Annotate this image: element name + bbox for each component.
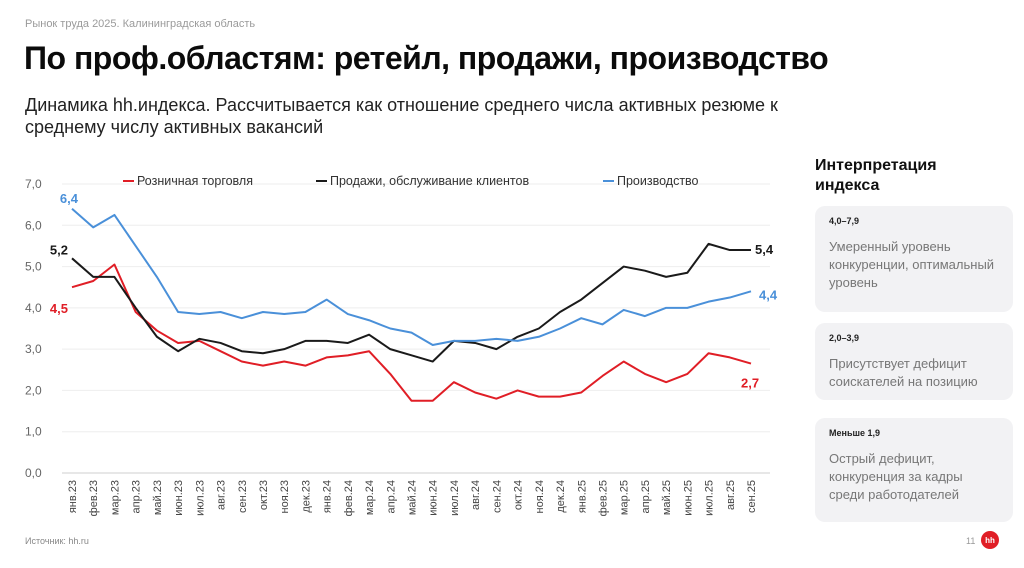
x-tick-label: янв.23 (67, 480, 79, 513)
interpretation-card: 2,0–3,9 Присутствует дефицит соискателей… (815, 323, 1013, 400)
x-tick-label: фев.23 (88, 480, 100, 516)
x-tick-label: сен.23 (237, 480, 249, 513)
x-tick-label: июн.23 (173, 480, 185, 516)
y-tick-label: 0,0 (25, 466, 42, 480)
line-chart: 0,0 1,0 2,0 3,0 4,0 5,0 6,0 7,0 янв.23 фев.23 мар.… (25, 177, 778, 516)
x-tick-label: сен.24 (491, 480, 503, 513)
legend-item-production: Производство (603, 174, 699, 188)
legend-item-sales: Продажи, обслуживание клиентов (316, 174, 529, 188)
card-text: Острый дефицит, конкуренция за кадры сре… (829, 451, 963, 502)
interpretation-title: Интерпретация индекса (815, 157, 937, 194)
x-tick-label: мар.23 (109, 480, 121, 515)
y-tick-label: 3,0 (25, 342, 42, 356)
x-tick-label: апр.25 (640, 480, 652, 513)
x-tick-label: авг.23 (216, 480, 228, 510)
x-tick-label: июн.24 (428, 480, 440, 516)
x-tick-label: апр.23 (131, 480, 143, 513)
legend-swatch (123, 179, 134, 183)
y-tick-label: 1,0 (25, 425, 42, 439)
x-tick-label: июн.25 (682, 480, 694, 516)
page-subtitle: Динамика hh.индекса. Рассчитывается как … (25, 95, 778, 137)
y-tick-label: 6,0 (25, 218, 42, 232)
legend-label: Производство (617, 174, 699, 188)
x-tick-label: мар.25 (619, 480, 631, 515)
series-line-1 (71, 242, 751, 363)
legend-swatch (603, 179, 614, 183)
start-value-label: 6,4 (60, 191, 79, 206)
end-value-label: 4,4 (759, 287, 778, 302)
x-tick-label: авг.25 (725, 480, 737, 510)
x-tick-label: мар.24 (364, 480, 376, 515)
x-tick-label: апр.24 (385, 480, 397, 513)
x-tick-label: июл.24 (449, 480, 461, 516)
end-value-label: 5,4 (755, 242, 774, 257)
card-range: 2,0–3,9 (829, 333, 860, 343)
start-value-label: 5,2 (50, 242, 68, 257)
x-tick-label: авг.24 (470, 480, 482, 510)
source-note: Источник: hh.ru (25, 536, 89, 546)
x-tick-label: фев.25 (597, 480, 609, 516)
series-line-2 (71, 208, 752, 347)
legend-swatch (316, 179, 327, 183)
y-tick-label: 7,0 (25, 177, 42, 191)
y-tick-label: 4,0 (25, 301, 42, 315)
x-tick-label: фев.24 (343, 480, 355, 516)
x-tick-label: сен.25 (746, 480, 758, 513)
card-text: Умеренный уровень конкуренции, оптимальн… (829, 239, 995, 290)
card-range: 4,0–7,9 (829, 216, 860, 226)
legend-item-retail: Розничная торговля (123, 174, 253, 188)
page-number: 11 (966, 536, 976, 546)
x-tick-label: окт.24 (513, 480, 525, 510)
x-tick-label: янв.25 (576, 480, 588, 513)
end-value-label: 2,7 (741, 376, 759, 391)
page-title: По проф.областям: ретейл, продажи, произ… (24, 40, 829, 76)
card-range: Меньше 1,9 (829, 428, 880, 438)
interpretation-card: 4,0–7,9 Умеренный уровень конкуренции, о… (815, 206, 1013, 312)
x-tick-label: дек.23 (300, 480, 312, 513)
legend-label: Розничная торговля (137, 174, 253, 188)
x-tick-label: ноя.24 (534, 480, 546, 513)
x-tick-label: ноя.23 (279, 480, 291, 513)
y-tick-label: 2,0 (25, 383, 42, 397)
x-tick-label: май.23 (152, 480, 164, 515)
hh-logo: hh (981, 531, 999, 549)
x-tick-label: июл.23 (194, 480, 206, 516)
x-tick-label: июл.25 (704, 480, 716, 516)
interpretation-card: Меньше 1,9 Острый дефицит, конкуренция з… (815, 418, 1013, 522)
x-tick-label: май.25 (661, 480, 673, 515)
breadcrumb: Рынок труда 2025. Калининградская област… (25, 18, 256, 30)
card-text: Присутствует дефицит соискателей на пози… (829, 356, 978, 389)
y-tick-label: 5,0 (25, 260, 42, 274)
x-tick-label: май.24 (407, 480, 419, 515)
x-tick-label: дек.24 (555, 480, 567, 513)
x-tick-label: окт.23 (258, 480, 270, 510)
x-tick-label: янв.24 (322, 480, 334, 513)
legend-label: Продажи, обслуживание клиентов (330, 174, 530, 188)
start-value-label: 4,5 (50, 301, 68, 316)
